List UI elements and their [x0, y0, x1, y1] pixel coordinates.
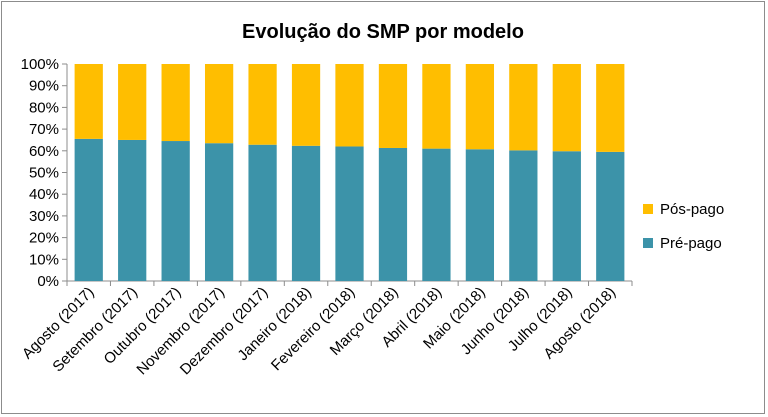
legend-swatch: [643, 238, 653, 248]
bar-p-s-pago: [465, 64, 495, 150]
y-tick-label: 0%: [37, 273, 59, 290]
bar-pr-pago: [161, 141, 190, 281]
chart-title: Evolução do SMP por modelo: [242, 21, 524, 43]
bar-p-s-pago: [422, 64, 451, 149]
y-tick-label: 70%: [29, 121, 59, 138]
bar-pr-pago: [509, 150, 538, 281]
bar-p-s-pago: [74, 64, 103, 139]
plot-area: 0%10%20%30%40%50%60%70%80%90%100%Agosto …: [19, 56, 633, 378]
x-tick-label: Outubro (2017): [101, 284, 185, 368]
legend-swatch: [643, 204, 653, 214]
y-tick-label: 40%: [29, 186, 59, 203]
bar-p-s-pago: [378, 64, 408, 148]
bar-pr-pago: [552, 151, 581, 281]
bar-pr-pago: [118, 139, 147, 281]
bar-pr-pago: [74, 138, 103, 281]
y-tick-label: 50%: [29, 165, 59, 182]
bar-pr-pago: [335, 146, 364, 281]
y-tick-label: 10%: [29, 251, 59, 268]
bar-pr-pago: [248, 144, 277, 281]
bar-p-s-pago: [509, 64, 538, 151]
bar-p-s-pago: [335, 64, 364, 147]
y-tick-label: 80%: [29, 99, 59, 116]
y-tick-label: 60%: [29, 143, 59, 160]
bar-p-s-pago: [118, 64, 147, 140]
y-tick-label: 90%: [29, 78, 59, 95]
bar-pr-pago: [291, 145, 321, 281]
legend-label: Pós-pago: [660, 201, 724, 218]
bar-p-s-pago: [161, 64, 190, 142]
bar-pr-pago: [378, 147, 408, 281]
bar-p-s-pago: [204, 64, 234, 144]
bar-p-s-pago: [552, 64, 581, 152]
legend: Pós-pago Pré-pago: [643, 201, 724, 252]
bar-pr-pago: [465, 149, 495, 281]
y-tick-label: 30%: [29, 208, 59, 225]
bar-p-s-pago: [596, 64, 625, 152]
bar-pr-pago: [204, 143, 234, 281]
bar-p-s-pago: [291, 64, 321, 146]
bar-pr-pago: [422, 148, 451, 281]
bar-p-s-pago: [248, 64, 277, 145]
y-tick-label: 20%: [29, 230, 59, 247]
y-tick-label: 100%: [21, 56, 59, 73]
legend-label: Pré-pago: [660, 235, 722, 252]
bar-pr-pago: [596, 151, 625, 281]
